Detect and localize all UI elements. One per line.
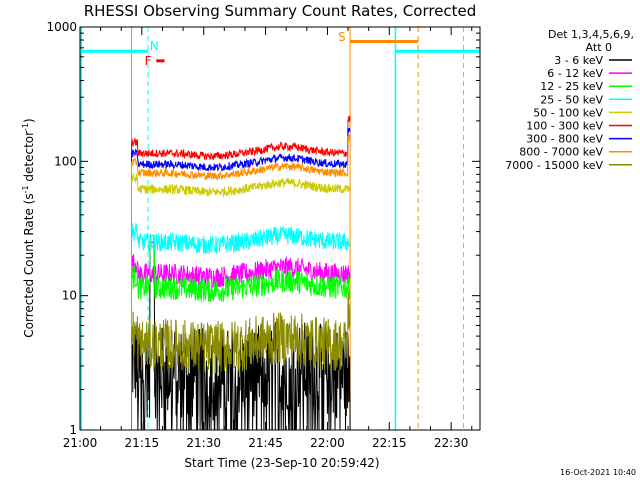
legend-header-1: Det 1,3,4,5,6,9, [548, 28, 634, 41]
y-axis-label-sup1: -1 [21, 185, 30, 193]
series-line-9 [131, 291, 351, 430]
legend-entry: 7000 - 15000 keV [505, 159, 603, 172]
chart-title: RHESSI Observing Summary Count Rates, Co… [84, 2, 477, 20]
y-axis-label-prefix: Corrected Count Rate (s [22, 193, 36, 337]
legend-entry: 6 - 12 keV [547, 67, 603, 80]
y-tick-label: 1000 [46, 20, 77, 34]
legend-entry: 800 - 7000 keV [519, 146, 603, 159]
series-line-3 [131, 235, 351, 430]
series-line-6 [131, 115, 351, 430]
legend-entry: 300 - 800 keV [526, 133, 603, 146]
x-tick-label: 21:00 [63, 436, 98, 450]
timestamp: 16-Oct-2021 10:40 [560, 468, 636, 477]
x-axis-label: Start Time (23-Sep-10 20:59:42) [184, 456, 379, 470]
series-line-2 [131, 254, 351, 430]
legend-entry: 50 - 100 keV [533, 106, 603, 119]
y-axis-label-mid: detector [22, 131, 36, 186]
legend-entry: 100 - 300 keV [526, 120, 603, 133]
legend-entry: 3 - 6 keV [554, 54, 603, 67]
legend-entry: 25 - 50 keV [540, 93, 603, 106]
annotation-n: N [150, 39, 159, 53]
y-tick-labels: 1 10 100 1000 [46, 20, 77, 437]
x-tick-labels: 21:00 21:15 21:30 21:45 22:00 22:15 22:30 [63, 436, 469, 450]
x-tick-label: 21:30 [186, 436, 221, 450]
y-tick-label: 1 [69, 423, 77, 437]
x-tick-label: 22:30 [434, 436, 469, 450]
y-axis-label-sup2: -1 [21, 123, 30, 131]
series-line-4 [131, 223, 351, 430]
y-axis-label-suffix: ) [22, 118, 36, 123]
x-tick-label: 21:45 [248, 436, 283, 450]
plot-area [79, 26, 481, 431]
legend-entry: 12 - 25 keV [540, 80, 603, 93]
plot-frame [79, 26, 481, 431]
series-line-5 [131, 172, 351, 430]
annotations: NF S [145, 30, 346, 68]
legend-header-2: Att 0 [586, 41, 612, 54]
annotation-f: F [145, 54, 152, 68]
x-tick-label: 21:15 [125, 436, 160, 450]
y-axis-label: Corrected Count Rate (s-1 detector-1) [21, 118, 36, 337]
tick-marks [79, 26, 480, 431]
series-line-7 [131, 127, 351, 430]
y-tick-label: 10 [62, 289, 77, 303]
y-tick-label: 100 [54, 154, 77, 168]
annotation-s: S [338, 30, 346, 44]
series-line-8 [131, 133, 351, 430]
x-tick-label: 22:15 [372, 436, 407, 450]
x-tick-label: 22:00 [310, 436, 345, 450]
series-layer [131, 115, 351, 431]
